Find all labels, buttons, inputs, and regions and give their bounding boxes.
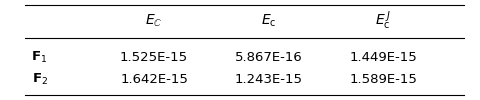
Text: 1.589E-15: 1.589E-15 bbox=[349, 73, 417, 86]
Text: $\mathbf{F}_2$: $\mathbf{F}_2$ bbox=[32, 72, 48, 87]
Text: 1.642E-15: 1.642E-15 bbox=[120, 73, 188, 86]
Text: 1.243E-15: 1.243E-15 bbox=[235, 73, 302, 86]
Text: $E_\mathrm{c}^{\,J}$: $E_\mathrm{c}^{\,J}$ bbox=[375, 10, 391, 32]
Text: 1.525E-15: 1.525E-15 bbox=[120, 51, 188, 64]
Text: $\mathbf{F}_1$: $\mathbf{F}_1$ bbox=[32, 50, 48, 65]
Text: $E_\mathrm{c}$: $E_\mathrm{c}$ bbox=[261, 13, 276, 29]
Text: $E_\mathbb{C}$: $E_\mathbb{C}$ bbox=[145, 13, 163, 29]
Text: 5.867E-16: 5.867E-16 bbox=[235, 51, 302, 64]
Text: 1.449E-15: 1.449E-15 bbox=[349, 51, 417, 64]
